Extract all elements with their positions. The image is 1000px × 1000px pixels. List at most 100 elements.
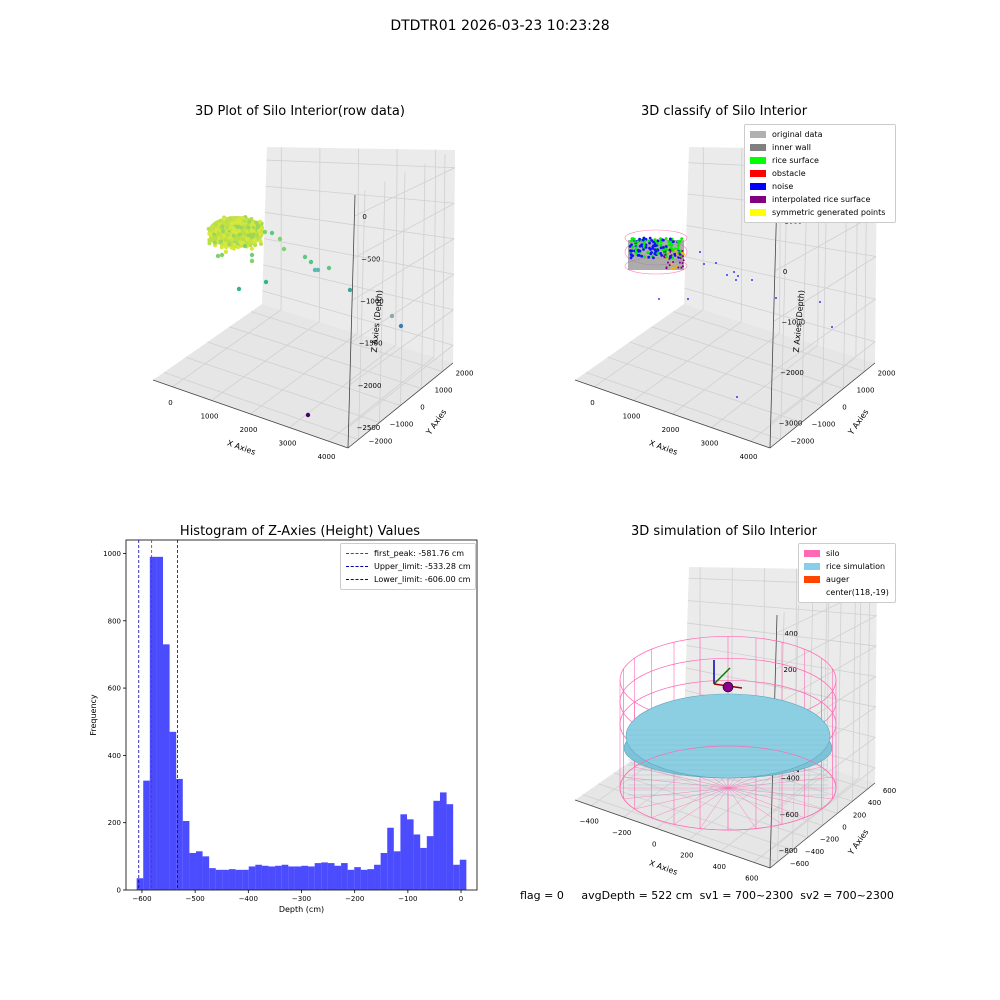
legend-swatch	[750, 131, 766, 138]
histogram-bar	[439, 792, 447, 890]
grid-line	[771, 737, 876, 815]
y-tick-label: 1000	[103, 550, 121, 558]
classified-point	[648, 236, 652, 240]
legend-swatch	[750, 144, 766, 151]
symmetric-point	[680, 266, 683, 269]
grid-line	[350, 273, 455, 343]
grid-line	[598, 783, 793, 851]
y-tick-label: 0	[117, 887, 121, 895]
raw-point	[247, 233, 252, 238]
x-tick-label: −400	[580, 818, 599, 826]
raw-point	[222, 216, 226, 221]
z-axis-line	[347, 194, 356, 449]
center-marker	[722, 681, 734, 693]
legend-entry-symmetric: symmetric generated points	[750, 206, 890, 219]
raw-point	[258, 239, 263, 243]
symmetric-point	[678, 252, 681, 255]
x-tick-label: 1000	[623, 412, 641, 420]
histogram-bar	[242, 869, 249, 890]
grid-line	[354, 167, 456, 217]
x-tick-label: 3000	[701, 440, 719, 448]
symmetric-point	[681, 255, 684, 258]
symmetric-point	[677, 266, 680, 269]
noise-point	[751, 279, 753, 281]
y-axis-label: Y Axies	[846, 828, 871, 858]
histogram-bar	[255, 864, 262, 890]
symmetric-point	[665, 267, 668, 270]
classified-point	[631, 237, 634, 241]
histogram-bar	[433, 800, 440, 890]
classified-point	[629, 249, 632, 253]
y-tick-label: −1000	[812, 421, 836, 429]
y-tick-label: −2000	[791, 438, 815, 446]
y-tick-label: −600	[790, 860, 809, 868]
histogram-bar	[248, 866, 256, 890]
y-tick-label: 200	[853, 811, 866, 819]
raw-point	[246, 225, 251, 230]
raw-point	[221, 229, 225, 234]
classified-point	[631, 245, 634, 249]
silo-floor-wire	[623, 776, 729, 789]
raw-point	[223, 238, 228, 243]
symmetric-point	[670, 262, 673, 265]
z-tick-label: 0	[362, 213, 366, 221]
raw-point	[258, 231, 263, 236]
raw-point-cloud	[206, 215, 404, 418]
histogram-bar	[288, 866, 295, 890]
classified-point	[644, 246, 648, 249]
legend-entry-auger: auger	[804, 573, 890, 586]
grid-line	[358, 190, 366, 440]
figure-title: DTDTR01 2026-03-23 10:23:28	[390, 18, 610, 34]
classified-point	[667, 243, 671, 247]
legend-entry-obstacle: obstacle	[750, 167, 890, 180]
symmetric-point	[668, 264, 671, 267]
grid-line	[250, 311, 443, 372]
grid-line	[613, 772, 808, 839]
z-tick-label: −400	[781, 775, 800, 783]
legend-line	[346, 553, 368, 554]
grid-line	[773, 256, 877, 322]
raw-point	[220, 224, 225, 229]
raw-point	[253, 243, 258, 248]
grid-line	[770, 341, 876, 424]
raw-point	[249, 228, 254, 233]
symmetric-point	[675, 265, 678, 268]
grid-line	[353, 202, 455, 259]
raw-point	[257, 228, 261, 233]
symmetric-point	[664, 250, 667, 253]
histogram-bar	[209, 868, 216, 891]
y-tick-label: 600	[108, 685, 121, 693]
y-tick-label: −1000	[390, 421, 414, 429]
x-tick-label: 400	[713, 863, 726, 871]
legend-entry-first-peak: first_peak: -581.76 cm	[346, 547, 470, 560]
legend-line	[346, 566, 368, 567]
legend-entry-original-data: original data	[750, 128, 890, 141]
raw-panel-title: 3D Plot of Silo Interior(row data)	[195, 104, 405, 119]
legend-swatch	[804, 563, 820, 570]
y-tick-label: −400	[805, 848, 824, 856]
legend-entry-rice-surface: rice surface	[750, 154, 890, 167]
histogram-bar	[275, 865, 282, 890]
histogram-bar	[327, 863, 335, 890]
raw-outlier-point	[302, 254, 308, 260]
y-tick-label: 600	[883, 787, 896, 795]
classified-point	[671, 256, 674, 260]
classified-point	[636, 240, 640, 244]
y-tick-label: 400	[108, 752, 121, 760]
histogram-bar	[308, 866, 315, 890]
grid-line	[686, 645, 877, 677]
grid-line	[264, 238, 454, 275]
grid-line	[163, 372, 359, 440]
classified-point	[636, 248, 640, 252]
histogram-bar	[268, 866, 276, 890]
legend-swatch	[750, 157, 766, 164]
silo-floor-wire	[651, 787, 729, 818]
z-tick-label: −2000	[780, 369, 804, 377]
raw-point	[245, 237, 250, 242]
grid-line	[672, 311, 865, 372]
raw-point	[233, 230, 238, 235]
legend-swatch	[750, 196, 766, 203]
histogram-bar	[222, 869, 229, 890]
x-tick-label: −200	[345, 895, 364, 903]
histogram-bar	[215, 869, 223, 890]
